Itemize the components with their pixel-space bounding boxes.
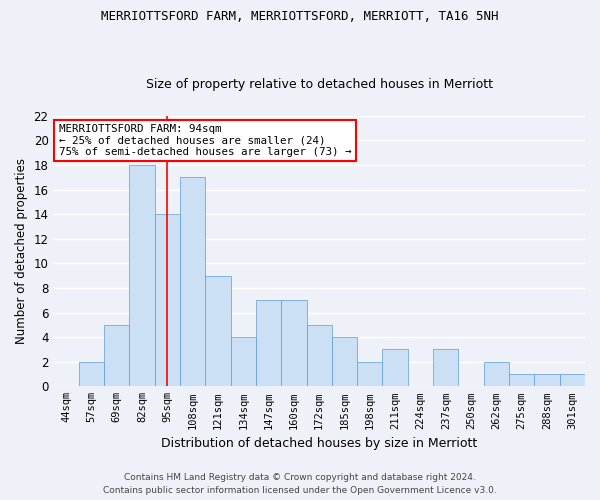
Bar	[560, 374, 585, 386]
Bar	[484, 362, 509, 386]
Bar	[155, 214, 180, 386]
Text: Contains HM Land Registry data © Crown copyright and database right 2024.
Contai: Contains HM Land Registry data © Crown c…	[103, 474, 497, 495]
Title: Size of property relative to detached houses in Merriott: Size of property relative to detached ho…	[146, 78, 493, 91]
Bar	[230, 337, 256, 386]
Bar	[256, 300, 281, 386]
Bar	[130, 165, 155, 386]
Bar	[433, 350, 458, 387]
Bar	[281, 300, 307, 386]
Bar	[332, 337, 357, 386]
Bar	[509, 374, 535, 386]
Bar	[205, 276, 230, 386]
Bar	[382, 350, 408, 387]
Y-axis label: Number of detached properties: Number of detached properties	[15, 158, 28, 344]
Bar	[104, 325, 130, 386]
Bar	[180, 178, 205, 386]
Bar	[535, 374, 560, 386]
Bar	[307, 325, 332, 386]
X-axis label: Distribution of detached houses by size in Merriott: Distribution of detached houses by size …	[161, 437, 478, 450]
Bar	[79, 362, 104, 386]
Text: MERRIOTTSFORD FARM, MERRIOTTSFORD, MERRIOTT, TA16 5NH: MERRIOTTSFORD FARM, MERRIOTTSFORD, MERRI…	[101, 10, 499, 23]
Bar	[357, 362, 382, 386]
Text: MERRIOTTSFORD FARM: 94sqm
← 25% of detached houses are smaller (24)
75% of semi-: MERRIOTTSFORD FARM: 94sqm ← 25% of detac…	[59, 124, 351, 157]
